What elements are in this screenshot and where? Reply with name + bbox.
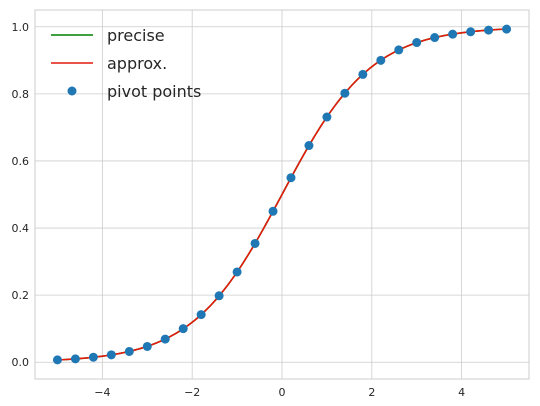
x-tick-label: −4	[94, 386, 110, 399]
pivot-point	[502, 24, 512, 34]
pivot-point	[88, 352, 98, 362]
pivot-point	[304, 141, 314, 151]
pivot-point	[358, 69, 368, 79]
pivot-point	[250, 238, 260, 248]
pivot-point	[376, 55, 386, 65]
y-tick-label: 0.8	[12, 88, 30, 101]
plot-frame	[34, 9, 530, 380]
legend-label: approx.	[107, 54, 167, 73]
y-tick-label: 0.2	[12, 289, 30, 302]
x-tick-label: 2	[368, 386, 375, 399]
y-tick-label: 0.0	[12, 356, 30, 369]
pivot-points	[52, 24, 512, 365]
pivot-point	[430, 33, 440, 43]
x-tick-label: −2	[184, 386, 200, 399]
legend: precise approx. pivot points	[51, 26, 201, 101]
y-tick-label: 0.4	[12, 222, 30, 235]
pivot-point	[196, 310, 206, 320]
legend-label: pivot points	[107, 82, 201, 101]
pivot-point	[70, 354, 80, 364]
pivot-point	[286, 173, 296, 183]
y-tick-label: 1.0	[12, 21, 30, 34]
x-tick-label: 0	[279, 386, 286, 399]
pivot-point	[106, 350, 116, 360]
pivot-point	[124, 346, 134, 356]
pivot-point	[178, 324, 188, 334]
pivot-point	[232, 267, 242, 277]
pivot-point	[394, 45, 404, 55]
legend-label: precise	[107, 26, 165, 45]
pivot-point	[448, 29, 458, 39]
pivot-point	[214, 291, 224, 301]
x-tick-label: 4	[458, 386, 465, 399]
tick-labels: −4 −2 0 2 4 0.0 0.2 0.4 0.6 0.8 1.0	[12, 21, 466, 399]
y-tick-label: 0.6	[12, 155, 30, 168]
pivot-point	[142, 341, 152, 351]
legend-handle-pivot-points	[67, 86, 77, 96]
pivot-point	[52, 355, 62, 365]
pivot-point	[268, 206, 278, 216]
grid	[35, 10, 529, 379]
pivot-point	[322, 112, 332, 122]
pivot-point	[412, 38, 422, 48]
pivot-point	[160, 334, 170, 344]
pivot-point	[466, 27, 476, 37]
pivot-point	[340, 88, 350, 98]
pivot-point	[484, 25, 494, 35]
